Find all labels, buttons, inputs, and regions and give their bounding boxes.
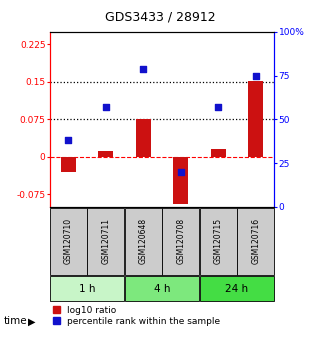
Point — [103, 104, 108, 110]
FancyBboxPatch shape — [237, 207, 274, 275]
FancyBboxPatch shape — [200, 276, 274, 301]
Text: time: time — [3, 316, 27, 326]
Legend: log10 ratio, percentile rank within the sample: log10 ratio, percentile rank within the … — [52, 305, 221, 327]
Text: 4 h: 4 h — [154, 284, 170, 294]
Bar — [61, 157, 76, 172]
Bar — [248, 81, 263, 157]
FancyBboxPatch shape — [125, 276, 199, 301]
Text: GSM120708: GSM120708 — [176, 218, 185, 264]
Text: GSM120648: GSM120648 — [139, 218, 148, 264]
Bar — [211, 149, 226, 157]
Text: 1 h: 1 h — [79, 284, 95, 294]
Bar — [173, 157, 188, 204]
FancyBboxPatch shape — [200, 207, 237, 275]
FancyBboxPatch shape — [50, 276, 125, 301]
Point — [178, 169, 183, 175]
Text: GSM120716: GSM120716 — [251, 218, 260, 264]
Bar — [99, 151, 113, 157]
Bar — [136, 119, 151, 157]
Text: GSM120711: GSM120711 — [101, 218, 110, 264]
Point — [141, 66, 146, 72]
FancyBboxPatch shape — [50, 207, 87, 275]
FancyBboxPatch shape — [87, 207, 125, 275]
Point — [66, 138, 71, 143]
Text: GSM120710: GSM120710 — [64, 218, 73, 264]
Text: GDS3433 / 28912: GDS3433 / 28912 — [105, 10, 216, 23]
Text: ▶: ▶ — [28, 316, 35, 326]
Point — [253, 73, 258, 79]
FancyBboxPatch shape — [162, 207, 199, 275]
Point — [216, 104, 221, 110]
Text: GSM120715: GSM120715 — [214, 218, 223, 264]
Text: 24 h: 24 h — [225, 284, 248, 294]
FancyBboxPatch shape — [125, 207, 162, 275]
